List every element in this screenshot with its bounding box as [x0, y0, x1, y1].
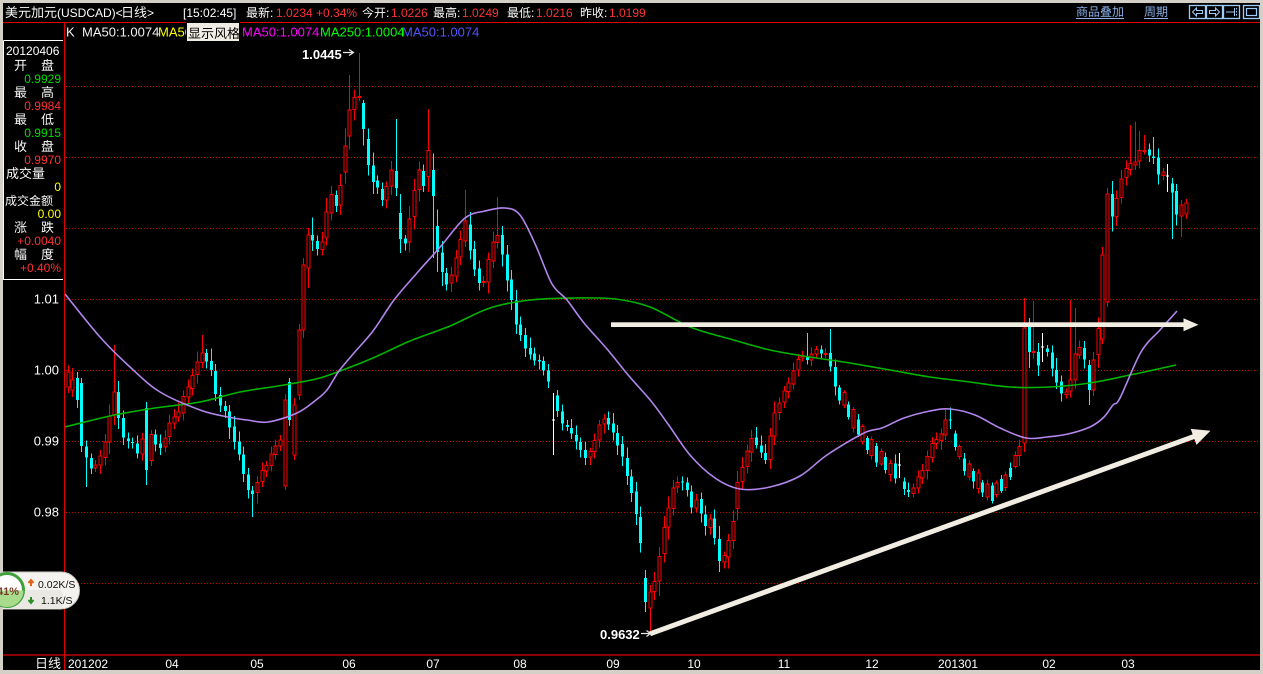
- svg-text:MA250:1.0004: MA250:1.0004: [320, 25, 405, 40]
- svg-text:MA50:1.0074: MA50:1.0074: [402, 25, 479, 40]
- svg-text:0: 0: [54, 180, 61, 194]
- svg-text:MA50:1.0074: MA50:1.0074: [82, 25, 159, 40]
- svg-text:0.9970: 0.9970: [24, 153, 61, 167]
- svg-text:07: 07: [426, 657, 440, 671]
- svg-text:12: 12: [865, 657, 879, 671]
- svg-text:1.0234 +0.34%: 1.0234 +0.34%: [276, 6, 357, 20]
- svg-text:>: >: [147, 6, 154, 20]
- svg-text::: :: [457, 6, 460, 20]
- svg-text:1.0226: 1.0226: [391, 6, 428, 20]
- svg-text:41%: 41%: [0, 586, 19, 598]
- svg-text:1.0216: 1.0216: [536, 6, 573, 20]
- svg-text:04: 04: [165, 657, 179, 671]
- svg-text:06: 06: [342, 657, 356, 671]
- svg-text:1.0199: 1.0199: [609, 6, 646, 20]
- svg-text:0.98: 0.98: [34, 505, 59, 520]
- svg-text:MA50:1.0074: MA50:1.0074: [242, 25, 319, 40]
- svg-text:11: 11: [778, 657, 791, 671]
- svg-text:0.9984: 0.9984: [24, 99, 61, 113]
- svg-text:0.9929: 0.9929: [24, 72, 61, 86]
- svg-text::: :: [604, 6, 607, 20]
- svg-text:0.9915: 0.9915: [24, 126, 61, 140]
- svg-text:08: 08: [513, 657, 527, 671]
- svg-text:02: 02: [1042, 657, 1056, 671]
- svg-text:09: 09: [606, 657, 620, 671]
- svg-text:+0.0040: +0.0040: [17, 234, 61, 248]
- svg-text:1.01: 1.01: [34, 292, 59, 307]
- svg-text:05: 05: [250, 657, 264, 671]
- svg-text::: :: [386, 6, 389, 20]
- svg-text:201202: 201202: [68, 657, 108, 671]
- svg-text:K: K: [66, 25, 75, 40]
- svg-text:10: 10: [687, 657, 701, 671]
- svg-text:[15:02:45]: [15:02:45]: [183, 6, 236, 20]
- svg-text:0.00: 0.00: [38, 207, 62, 221]
- svg-text:0.99: 0.99: [34, 434, 59, 449]
- svg-text:1.1K/S: 1.1K/S: [41, 595, 73, 607]
- svg-text::: :: [270, 6, 273, 20]
- svg-text:(USDCAD)<: (USDCAD)<: [57, 6, 123, 20]
- svg-text:03: 03: [1121, 657, 1135, 671]
- svg-text::: :: [531, 6, 534, 20]
- svg-text:1.0249: 1.0249: [462, 6, 499, 20]
- svg-text:1.00: 1.00: [34, 363, 59, 378]
- svg-text:1.0445: 1.0445: [302, 47, 342, 62]
- svg-text:20120406: 20120406: [6, 44, 60, 58]
- svg-text:+0.40%: +0.40%: [20, 261, 61, 275]
- svg-text:201301: 201301: [938, 657, 978, 671]
- svg-text:0.9632: 0.9632: [600, 627, 640, 642]
- svg-text:0.02K/S: 0.02K/S: [38, 579, 75, 591]
- svg-text:MA50: MA50: [158, 25, 192, 40]
